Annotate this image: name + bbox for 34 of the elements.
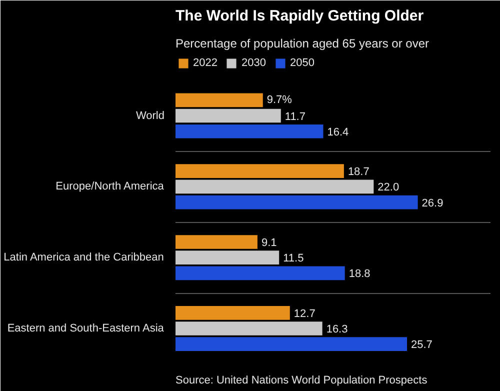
bar — [176, 93, 263, 108]
bar — [176, 180, 374, 194]
bar — [176, 306, 290, 320]
bar — [176, 164, 344, 178]
y-tick-label: Latin America and the Caribbean — [4, 252, 164, 264]
chart-subtitle: Percentage of population aged 65 years or over — [176, 36, 430, 50]
data-label: 16.3 — [326, 324, 348, 336]
legend-label: 2050 — [290, 57, 314, 69]
data-label: 18.7 — [348, 166, 370, 178]
data-label: 11.7 — [284, 110, 306, 123]
bar — [176, 108, 281, 123]
chart-title: The World Is Rapidly Getting Older — [176, 8, 424, 24]
data-label: 25.7 — [411, 339, 432, 352]
legend-label: 2022 — [193, 57, 218, 69]
bar — [176, 124, 324, 138]
bar — [176, 250, 280, 265]
bar — [176, 322, 322, 336]
bar — [176, 235, 258, 249]
data-label: 26.9 — [422, 197, 444, 210]
data-label: 9.7% — [266, 94, 292, 106]
data-label: 22.0 — [378, 182, 400, 194]
data-label: 9.1 — [261, 236, 277, 249]
source-note: Source: United Nations World Population Prospects — [176, 374, 428, 386]
data-label: 18.8 — [348, 268, 370, 280]
y-tick-label: Europe/North America — [56, 180, 165, 193]
y-tick-label: Eastern and South-Eastern Asia — [7, 322, 165, 334]
data-label: 16.4 — [327, 126, 349, 138]
data-label: 11.5 — [283, 252, 304, 265]
y-tick-label: World — [136, 110, 165, 122]
legend-label: 2030 — [241, 57, 266, 69]
data-label: 12.7 — [294, 308, 316, 320]
bar — [176, 195, 418, 210]
bar — [176, 266, 345, 280]
bar — [176, 337, 407, 352]
